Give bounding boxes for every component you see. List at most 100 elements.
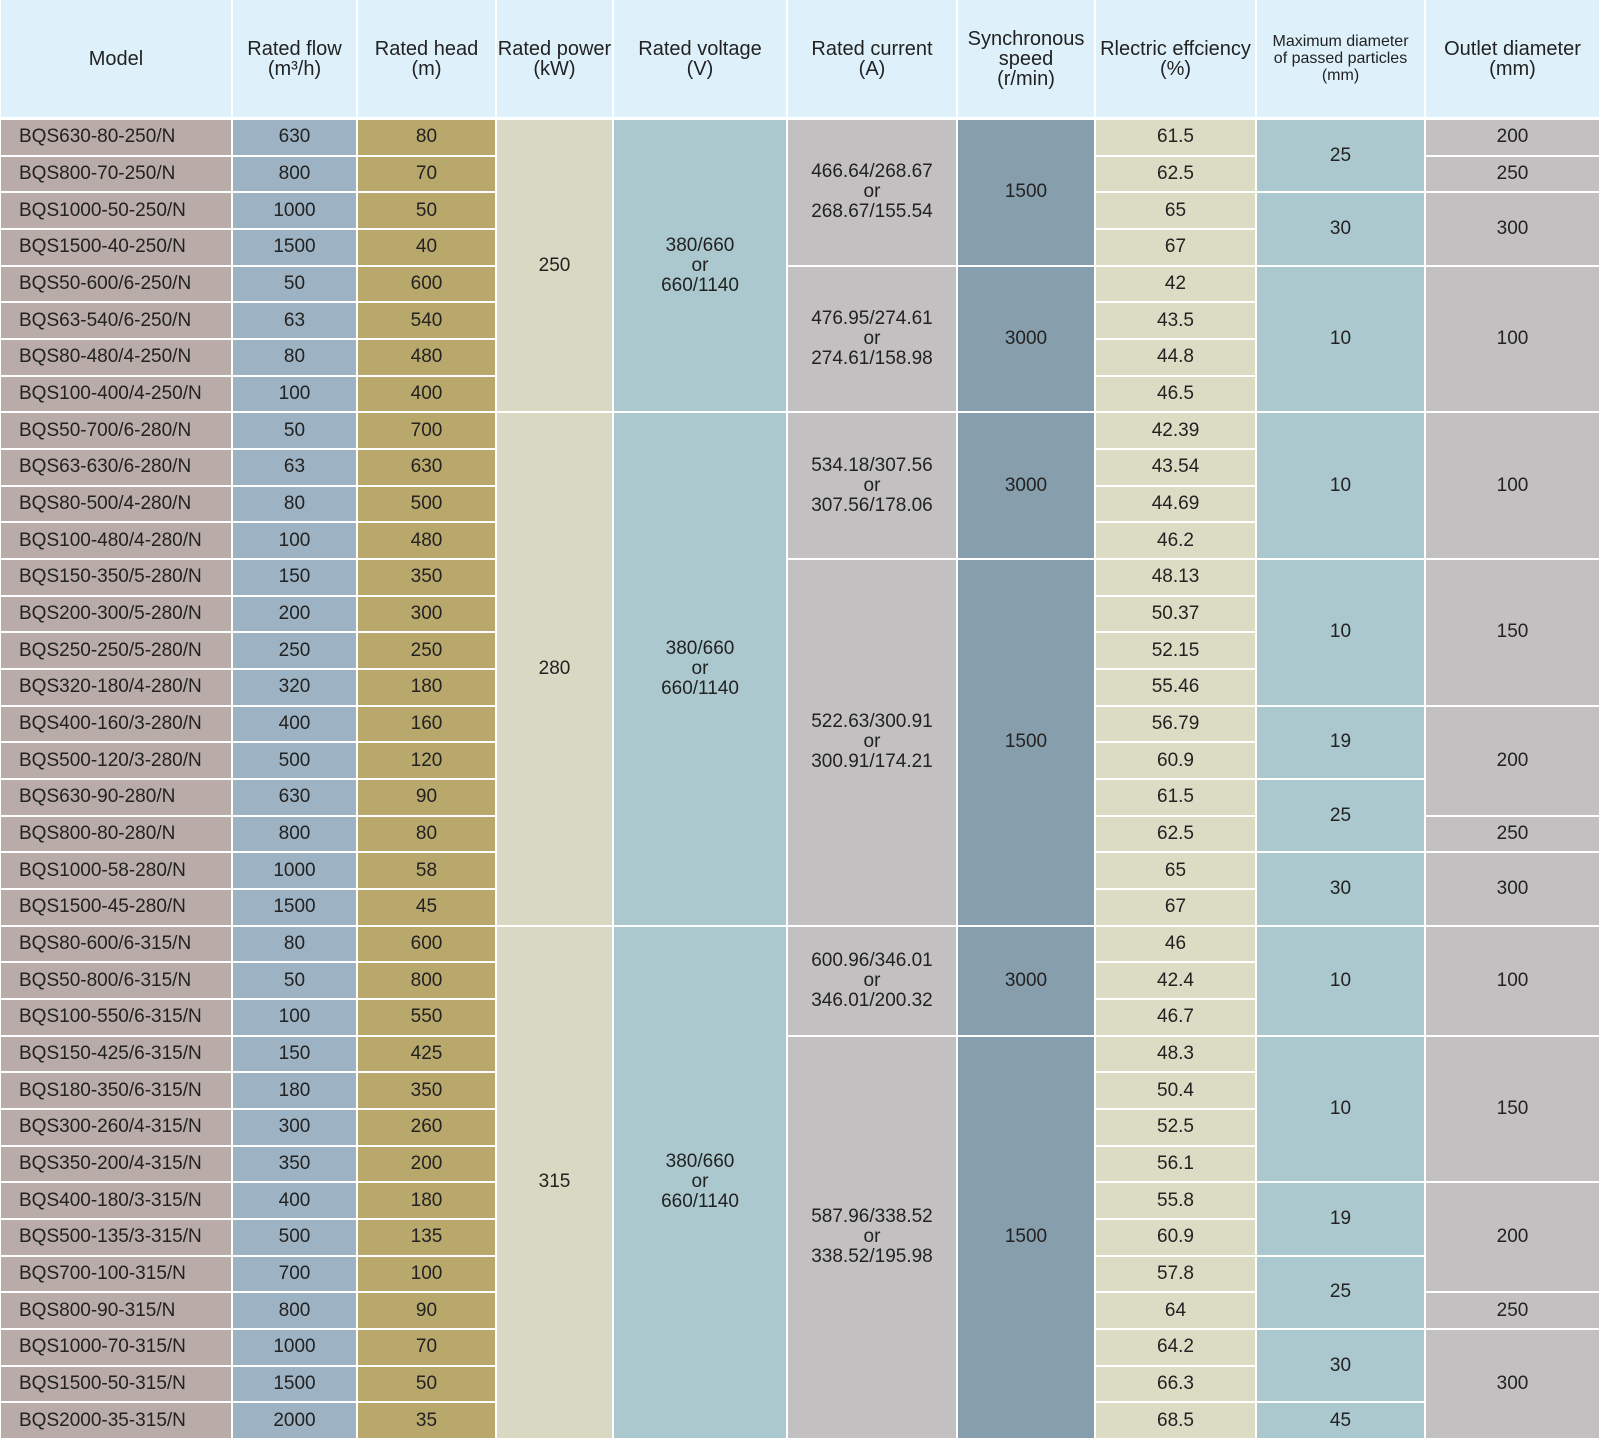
rated-flow-cell: 80 (233, 486, 356, 522)
efficiency-cell: 42 (1096, 266, 1255, 302)
particles-cell: 10 (1257, 1036, 1424, 1182)
rated-flow-cell: 1000 (233, 1330, 356, 1365)
rated-head-cell: 180 (358, 1183, 495, 1218)
efficiency-cell: 67 (1096, 230, 1255, 265)
rated-head-cell: 550 (358, 1000, 495, 1035)
efficiency-cell: 65 (1096, 853, 1255, 888)
model-cell: BQS100-480/4-280/N (1, 523, 231, 558)
current-cell: 600.96/346.01 or 346.01/200.32 (788, 926, 956, 1035)
speed-cell: 1500 (958, 1036, 1094, 1438)
particles-cell: 19 (1257, 1183, 1424, 1255)
particles-cell: 30 (1257, 853, 1424, 925)
particles-cell: 10 (1257, 926, 1424, 1035)
rated-head-cell: 45 (358, 890, 495, 925)
column-header: Rlectric effciency (%) (1096, 0, 1255, 117)
rated-head-cell: 260 (358, 1110, 495, 1145)
outlet-cell: 300 (1426, 193, 1599, 265)
efficiency-cell: 61.5 (1096, 120, 1255, 155)
model-cell: BQS80-600/6-315/N (1, 926, 231, 962)
column-header: Rated current (A) (788, 0, 956, 117)
model-cell: BQS63-630/6-280/N (1, 450, 231, 485)
efficiency-cell: 43.54 (1096, 450, 1255, 485)
rated-head-cell: 400 (358, 376, 495, 412)
particles-cell: 25 (1257, 120, 1424, 192)
rated-head-cell: 90 (358, 1293, 495, 1328)
model-cell: BQS50-700/6-280/N (1, 413, 231, 448)
model-cell: BQS500-120/3-280/N (1, 743, 231, 778)
rated-head-cell: 600 (358, 266, 495, 302)
model-cell: BQS150-350/5-280/N (1, 560, 231, 595)
speed-cell: 3000 (958, 413, 1094, 558)
rated-flow-cell: 630 (233, 780, 356, 815)
model-cell: BQS80-500/4-280/N (1, 486, 231, 522)
rated-head-cell: 50 (358, 193, 495, 228)
outlet-cell: 150 (1426, 1036, 1599, 1182)
current-cell: 534.18/307.56 or 307.56/178.06 (788, 413, 956, 558)
efficiency-cell: 55.8 (1096, 1183, 1255, 1218)
rated-flow-cell: 630 (233, 120, 356, 155)
rated-flow-cell: 800 (233, 156, 356, 192)
rated-head-cell: 600 (358, 926, 495, 962)
outlet-cell: 250 (1426, 156, 1599, 192)
particles-cell: 30 (1257, 1330, 1424, 1402)
rated-flow-cell: 2000 (233, 1403, 356, 1438)
rated-head-cell: 350 (358, 560, 495, 595)
voltage-cell: 380/660 or 660/1140 (614, 926, 786, 1438)
efficiency-cell: 68.5 (1096, 1403, 1255, 1438)
efficiency-cell: 62.5 (1096, 816, 1255, 852)
model-cell: BQS800-80-280/N (1, 816, 231, 852)
rated-flow-cell: 800 (233, 816, 356, 852)
model-cell: BQS1500-40-250/N (1, 230, 231, 265)
rated-head-cell: 540 (358, 303, 495, 338)
model-cell: BQS150-425/6-315/N (1, 1036, 231, 1072)
column-header: Rated voltage (V) (614, 0, 786, 117)
model-cell: BQS200-300/5-280/N (1, 596, 231, 632)
particles-cell: 10 (1257, 266, 1424, 412)
current-cell: 476.95/274.61 or 274.61/158.98 (788, 266, 956, 412)
rated-head-cell: 180 (358, 670, 495, 705)
model-cell: BQS630-80-250/N (1, 120, 231, 155)
rated-flow-cell: 100 (233, 523, 356, 558)
rated-flow-cell: 1500 (233, 890, 356, 925)
rated-head-cell: 120 (358, 743, 495, 778)
rated-head-cell: 700 (358, 413, 495, 448)
outlet-cell: 100 (1426, 266, 1599, 412)
rated-head-cell: 100 (358, 1256, 495, 1292)
outlet-cell: 250 (1426, 1293, 1599, 1328)
rated-flow-cell: 1000 (233, 193, 356, 228)
rated-head-cell: 58 (358, 853, 495, 888)
rated-head-cell: 40 (358, 230, 495, 265)
particles-cell: 45 (1257, 1403, 1424, 1438)
power-cell: 250 (497, 120, 612, 412)
efficiency-cell: 56.1 (1096, 1146, 1255, 1182)
rated-flow-cell: 63 (233, 303, 356, 338)
efficiency-cell: 50.37 (1096, 596, 1255, 632)
model-cell: BQS500-135/3-315/N (1, 1220, 231, 1255)
rated-flow-cell: 320 (233, 670, 356, 705)
rated-flow-cell: 80 (233, 926, 356, 962)
efficiency-cell: 52.15 (1096, 633, 1255, 668)
rated-flow-cell: 63 (233, 450, 356, 485)
rated-flow-cell: 500 (233, 743, 356, 778)
rated-flow-cell: 1500 (233, 230, 356, 265)
efficiency-cell: 42.4 (1096, 963, 1255, 998)
model-cell: BQS350-200/4-315/N (1, 1146, 231, 1182)
efficiency-cell: 67 (1096, 890, 1255, 925)
outlet-cell: 300 (1426, 1330, 1599, 1438)
model-cell: BQS50-600/6-250/N (1, 266, 231, 302)
rated-head-cell: 480 (358, 340, 495, 375)
model-cell: BQS1500-45-280/N (1, 890, 231, 925)
efficiency-cell: 46 (1096, 926, 1255, 962)
model-cell: BQS100-550/6-315/N (1, 1000, 231, 1035)
rated-flow-cell: 400 (233, 1183, 356, 1218)
rated-flow-cell: 80 (233, 340, 356, 375)
rated-head-cell: 70 (358, 1330, 495, 1365)
particles-cell: 10 (1257, 413, 1424, 558)
model-cell: BQS700-100-315/N (1, 1256, 231, 1292)
rated-flow-cell: 150 (233, 1036, 356, 1072)
efficiency-cell: 48.13 (1096, 560, 1255, 595)
model-cell: BQS400-180/3-315/N (1, 1183, 231, 1218)
power-cell: 280 (497, 413, 612, 925)
rated-head-cell: 800 (358, 963, 495, 998)
